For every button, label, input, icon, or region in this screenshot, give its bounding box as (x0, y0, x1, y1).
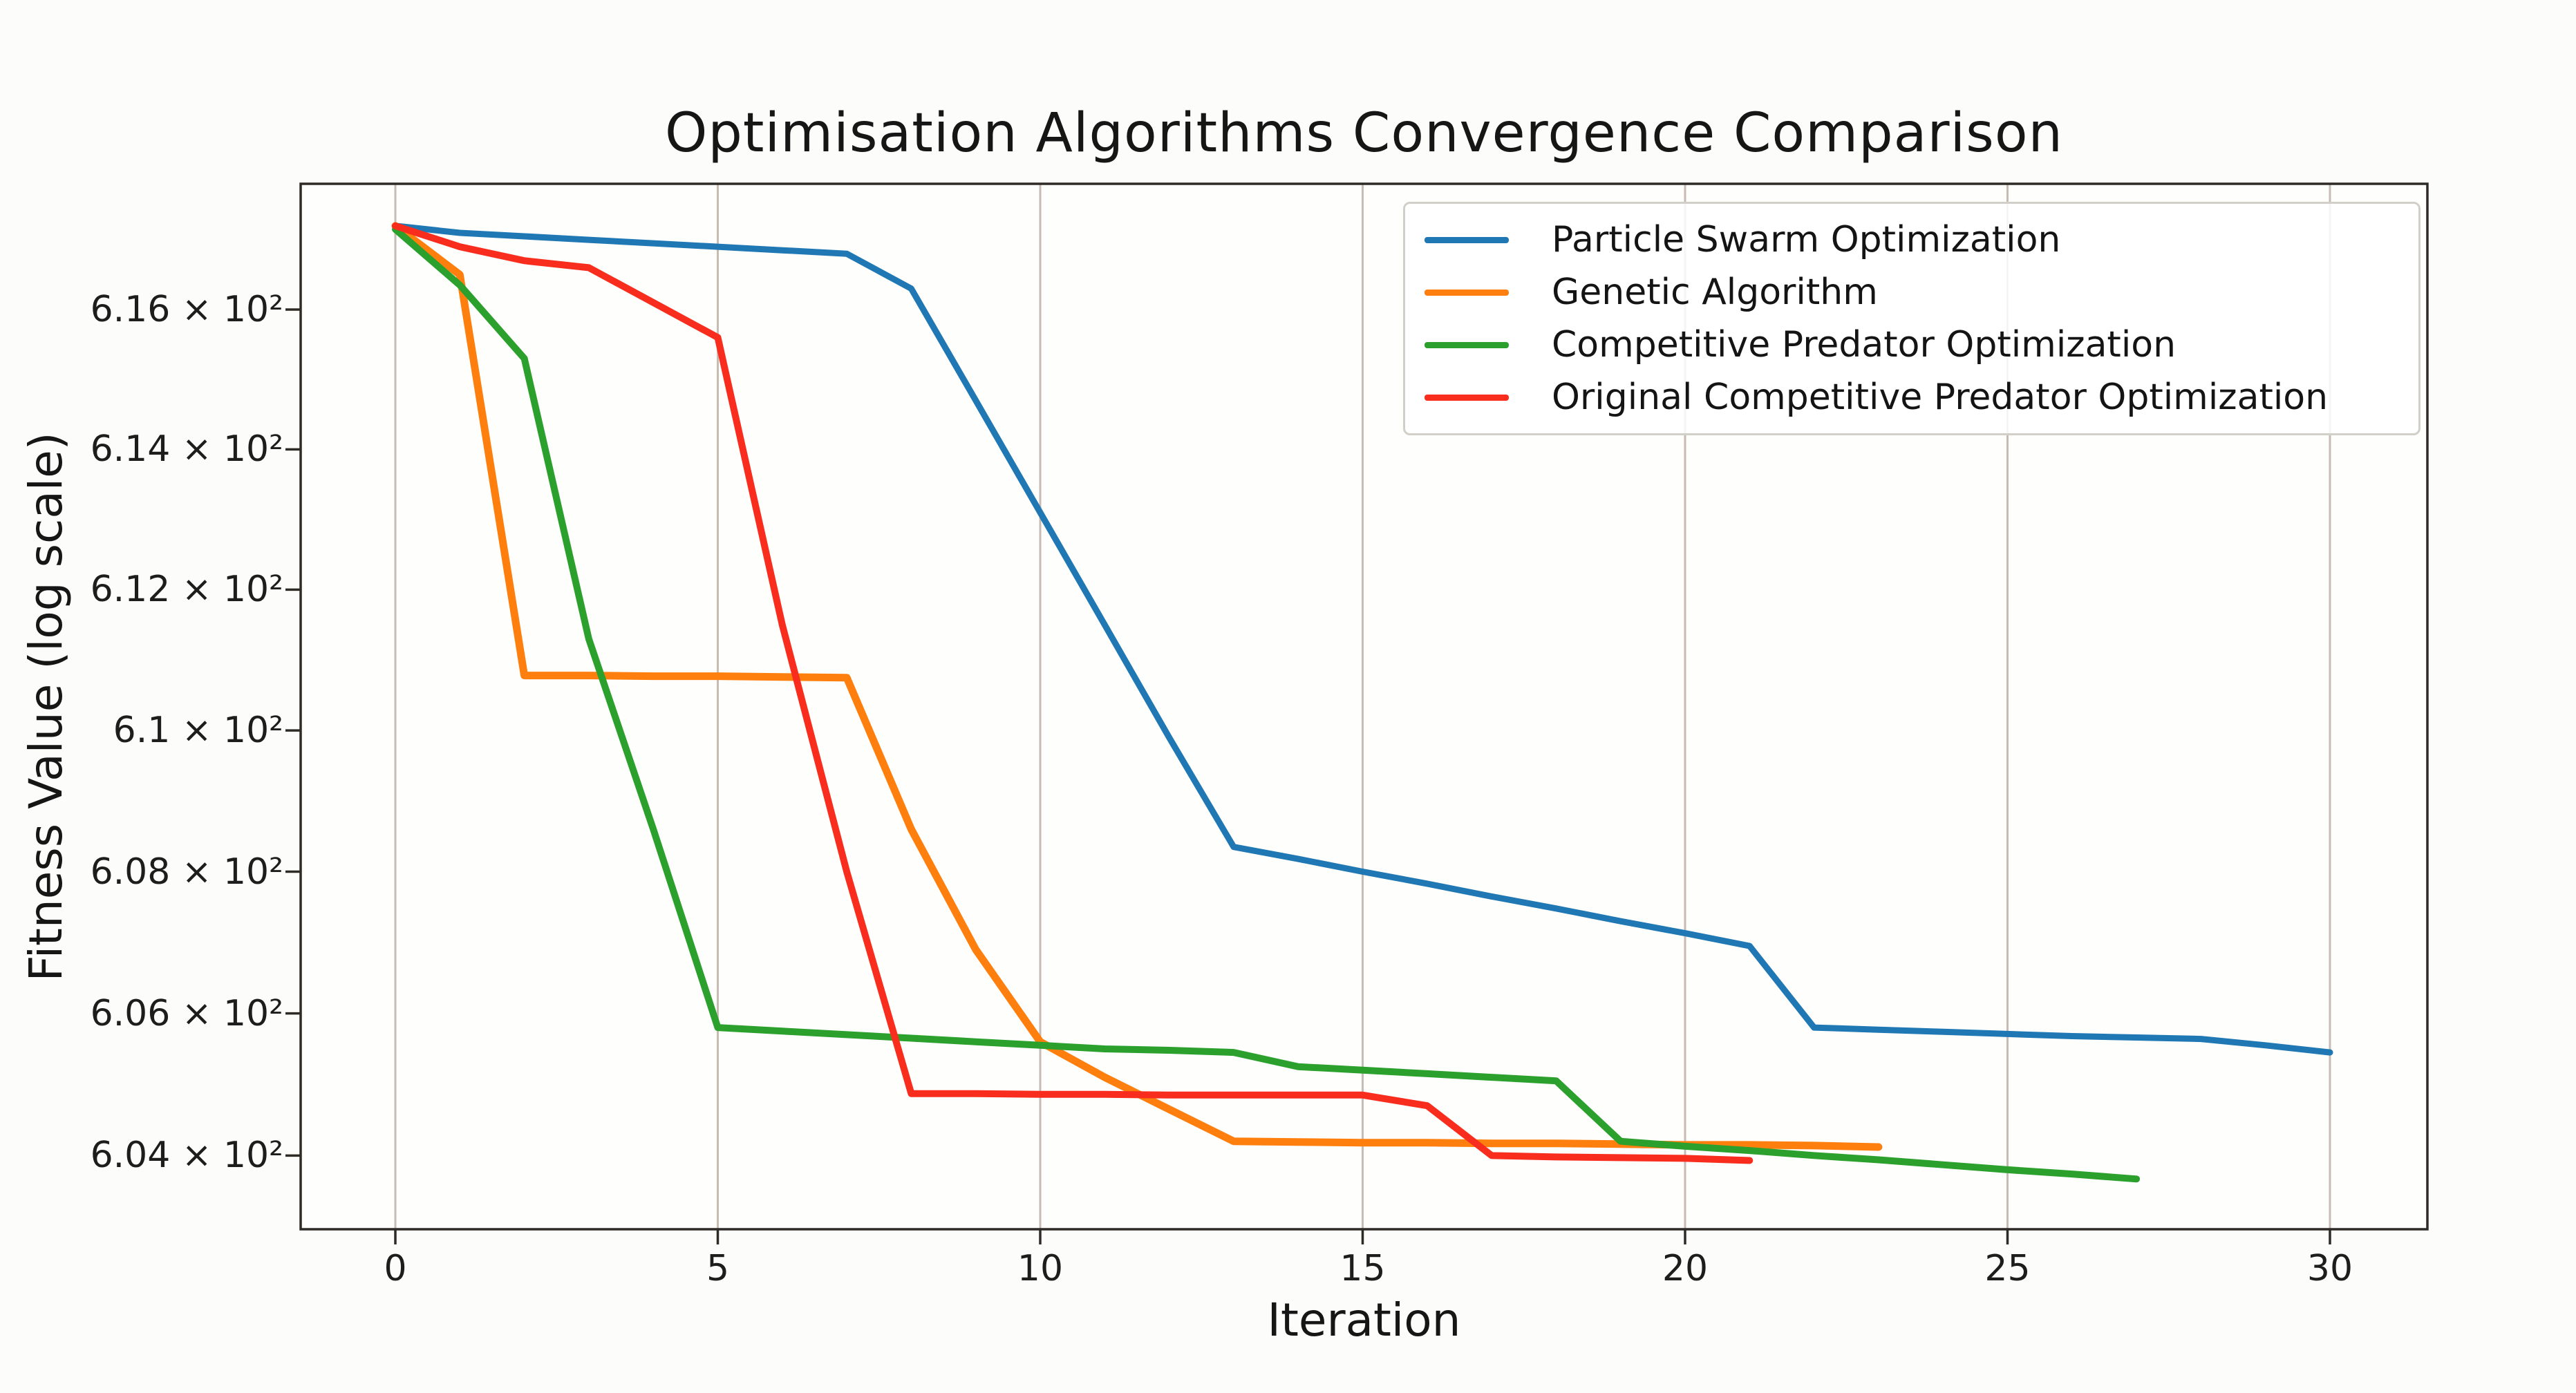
legend-item: Original Competitive Predator Optimizati… (1405, 377, 2418, 418)
y-tick-label: 6.08 × 10² (90, 851, 283, 893)
legend-item: Competitive Predator Optimization (1405, 324, 2418, 366)
y-tick-label: 6.04 × 10² (90, 1135, 283, 1177)
legend-line-swatch (1425, 236, 1509, 243)
series-line-particle-swarm-optimization (392, 222, 2333, 1056)
legend: Particle Swarm Optimization Genetic Algor… (1403, 202, 2420, 435)
legend-label: Original Competitive Predator Optimizati… (1552, 377, 2329, 418)
x-tick-label: 30 (2306, 1248, 2353, 1289)
y-tick-label: 6.1 × 10² (113, 710, 283, 752)
legend-item: Genetic Algorithm (1405, 272, 2418, 313)
data-series (391, 222, 2333, 1183)
plot-frame (299, 182, 2429, 1231)
legend-label: Competitive Predator Optimization (1552, 324, 2177, 366)
x-tick-label: 25 (1984, 1248, 2031, 1289)
y-tick-label: 6.16 × 10² (90, 289, 283, 330)
legend-label: Particle Swarm Optimization (1552, 219, 2061, 260)
series-line-original-competitive-predator-optimization (392, 222, 1754, 1164)
y-tick-label: 6.06 × 10² (90, 992, 283, 1034)
x-tick-label: 15 (1339, 1248, 1386, 1289)
legend-label: Genetic Algorithm (1552, 272, 1878, 313)
x-tick-label: 20 (1662, 1248, 1709, 1289)
legend-item: Particle Swarm Optimization (1405, 219, 2418, 260)
legend-line-swatch (1425, 394, 1509, 401)
x-axis-label: Iteration (1267, 1294, 1461, 1347)
y-tick-label: 6.12 × 10² (90, 569, 283, 611)
axis-ticks (285, 308, 2331, 1244)
series-line-competitive-predator-optimization (392, 225, 2141, 1183)
chart-title: Optimisation Algorithms Convergence Comp… (665, 102, 2063, 164)
x-tick-label: 0 (384, 1248, 407, 1289)
legend-line-swatch (1425, 341, 1509, 348)
y-tick-label: 6.14 × 10² (90, 428, 283, 471)
legend-line-swatch (1425, 289, 1509, 296)
x-tick-label: 10 (1017, 1248, 1064, 1289)
x-tick-label: 5 (706, 1248, 730, 1289)
